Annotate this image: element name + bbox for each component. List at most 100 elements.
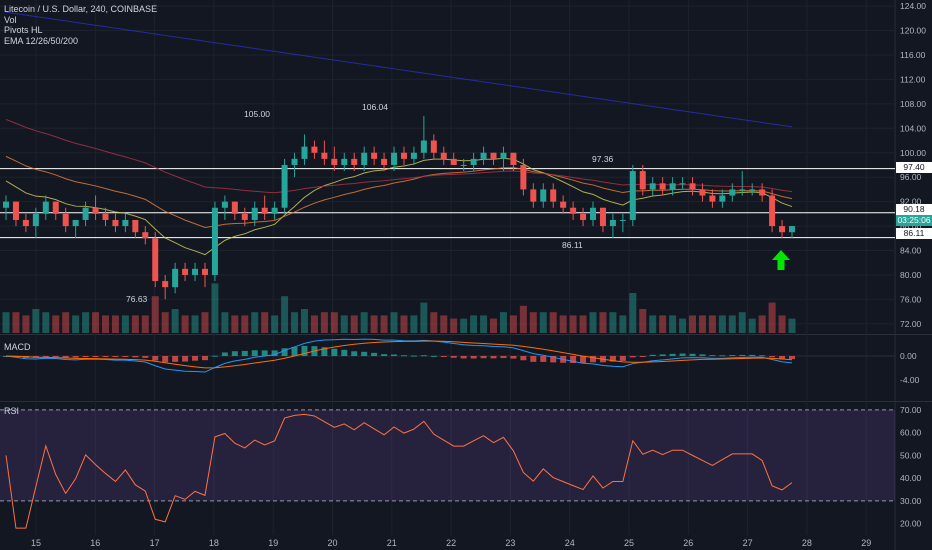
- volume-indicator-label[interactable]: Vol: [4, 14, 17, 25]
- candle-body: [440, 152, 447, 159]
- candle-body: [142, 232, 149, 239]
- volume-bar: [629, 293, 637, 333]
- rsi-axis-tick: 30.00: [900, 496, 922, 506]
- macd-histogram-bar: [470, 356, 477, 359]
- macd-histogram-bar: [82, 356, 89, 357]
- volume-bar: [490, 318, 498, 333]
- x-axis-tick: 25: [624, 538, 634, 548]
- volume-bar: [718, 315, 726, 333]
- pivots-indicator-label[interactable]: Pivots HL: [4, 25, 43, 35]
- candle-body: [3, 201, 9, 208]
- macd-histogram-bar: [709, 355, 716, 357]
- macd-histogram-bar: [261, 350, 268, 356]
- volume-bar: [121, 315, 129, 333]
- volume-bar: [350, 315, 358, 333]
- candle-body: [530, 189, 537, 202]
- candle-body: [430, 140, 437, 153]
- candle-body: [669, 183, 676, 190]
- candle-body: [122, 219, 129, 227]
- candle-body: [639, 171, 646, 190]
- candle-body: [500, 152, 507, 159]
- x-axis-tick: 24: [565, 538, 575, 548]
- volume-bar: [221, 312, 229, 333]
- macd-histogram-bar: [580, 356, 587, 364]
- x-axis-tick: 15: [31, 538, 41, 548]
- macd-histogram-bar: [142, 356, 149, 358]
- macd-histogram-bar: [430, 355, 437, 357]
- macd-pane-label[interactable]: MACD: [4, 342, 31, 352]
- candle-body: [490, 152, 497, 159]
- volume-bar: [101, 315, 109, 333]
- volume-bar: [271, 315, 279, 333]
- candle-body: [410, 152, 417, 159]
- volume-bar: [460, 318, 468, 333]
- price-axis-tick: 84.00: [900, 246, 922, 256]
- volume-bar: [728, 315, 736, 333]
- level-price-tag: 90.18: [896, 204, 932, 215]
- volume-bar: [609, 312, 617, 333]
- rsi-pane-label[interactable]: RSI: [4, 406, 20, 416]
- rsi-line: [5, 413, 793, 529]
- ema-line: [5, 11, 793, 128]
- candle-body: [52, 201, 59, 214]
- macd-histogram-bar: [649, 354, 656, 356]
- macd-histogram-bar: [570, 356, 577, 364]
- candle-body: [590, 207, 597, 220]
- volume-bar: [330, 312, 338, 333]
- candle-body: [689, 183, 696, 190]
- volume-bar: [22, 315, 30, 333]
- price-axis-tick: 80.00: [900, 270, 922, 280]
- candle-body: [281, 164, 288, 208]
- volume-bar: [639, 309, 647, 333]
- candle-body: [112, 219, 119, 227]
- volume-bar: [430, 312, 438, 333]
- rsi-axis-tick: 40.00: [900, 473, 922, 483]
- candle-body: [172, 268, 179, 288]
- macd-histogram-bar: [480, 356, 487, 359]
- macd-histogram-bar: [291, 346, 298, 356]
- macd-histogram-bar: [201, 356, 208, 361]
- price-axis-tick: 100.00: [900, 148, 926, 158]
- macd-histogram-bar: [152, 356, 159, 361]
- volume-bar: [201, 312, 209, 333]
- candle-body: [241, 213, 248, 220]
- candle-body: [719, 195, 726, 202]
- candle-body: [460, 164, 467, 166]
- candle-body: [540, 189, 547, 202]
- volume-bar: [320, 312, 328, 333]
- macd-histogram-bar: [321, 347, 328, 356]
- candle-body: [231, 201, 238, 214]
- rsi-band: [0, 409, 895, 501]
- macd-histogram-bar: [112, 356, 119, 358]
- pivot-low-label: 76.63: [126, 294, 148, 304]
- price-axis-tick: 104.00: [900, 123, 926, 133]
- candle-body: [311, 146, 318, 153]
- macd-histogram-bar: [789, 356, 795, 360]
- volume-bar: [758, 315, 766, 333]
- candle-body: [420, 140, 427, 153]
- candle-body: [619, 219, 626, 221]
- volume-bar: [410, 315, 418, 333]
- volume-bar: [748, 318, 756, 333]
- volume-bar: [62, 312, 70, 333]
- green-up-arrow-icon: [772, 250, 790, 270]
- candle-body: [251, 207, 258, 220]
- macd-histogram-bar: [530, 356, 537, 362]
- support-price-tag: 86.11: [896, 228, 932, 239]
- macd-histogram-bar: [420, 355, 427, 357]
- x-axis-tick: 23: [505, 538, 515, 548]
- volume-bar: [689, 315, 697, 333]
- resistance-price-tag: 97.40: [896, 162, 932, 173]
- candle-body: [211, 207, 218, 275]
- candle-body: [22, 219, 29, 227]
- candle-body: [221, 201, 228, 208]
- ema-indicator-label[interactable]: EMA 12/26/50/200: [4, 35, 79, 46]
- macd-histogram-bar: [510, 356, 517, 359]
- symbol-title[interactable]: Litecoin / U.S. Dollar, 240, COINBASE: [4, 4, 158, 14]
- macd-histogram-bar: [211, 355, 218, 357]
- volume-bar: [191, 315, 199, 333]
- candle-body: [450, 158, 457, 165]
- volume-bar: [569, 315, 577, 333]
- volume-bar: [599, 312, 607, 333]
